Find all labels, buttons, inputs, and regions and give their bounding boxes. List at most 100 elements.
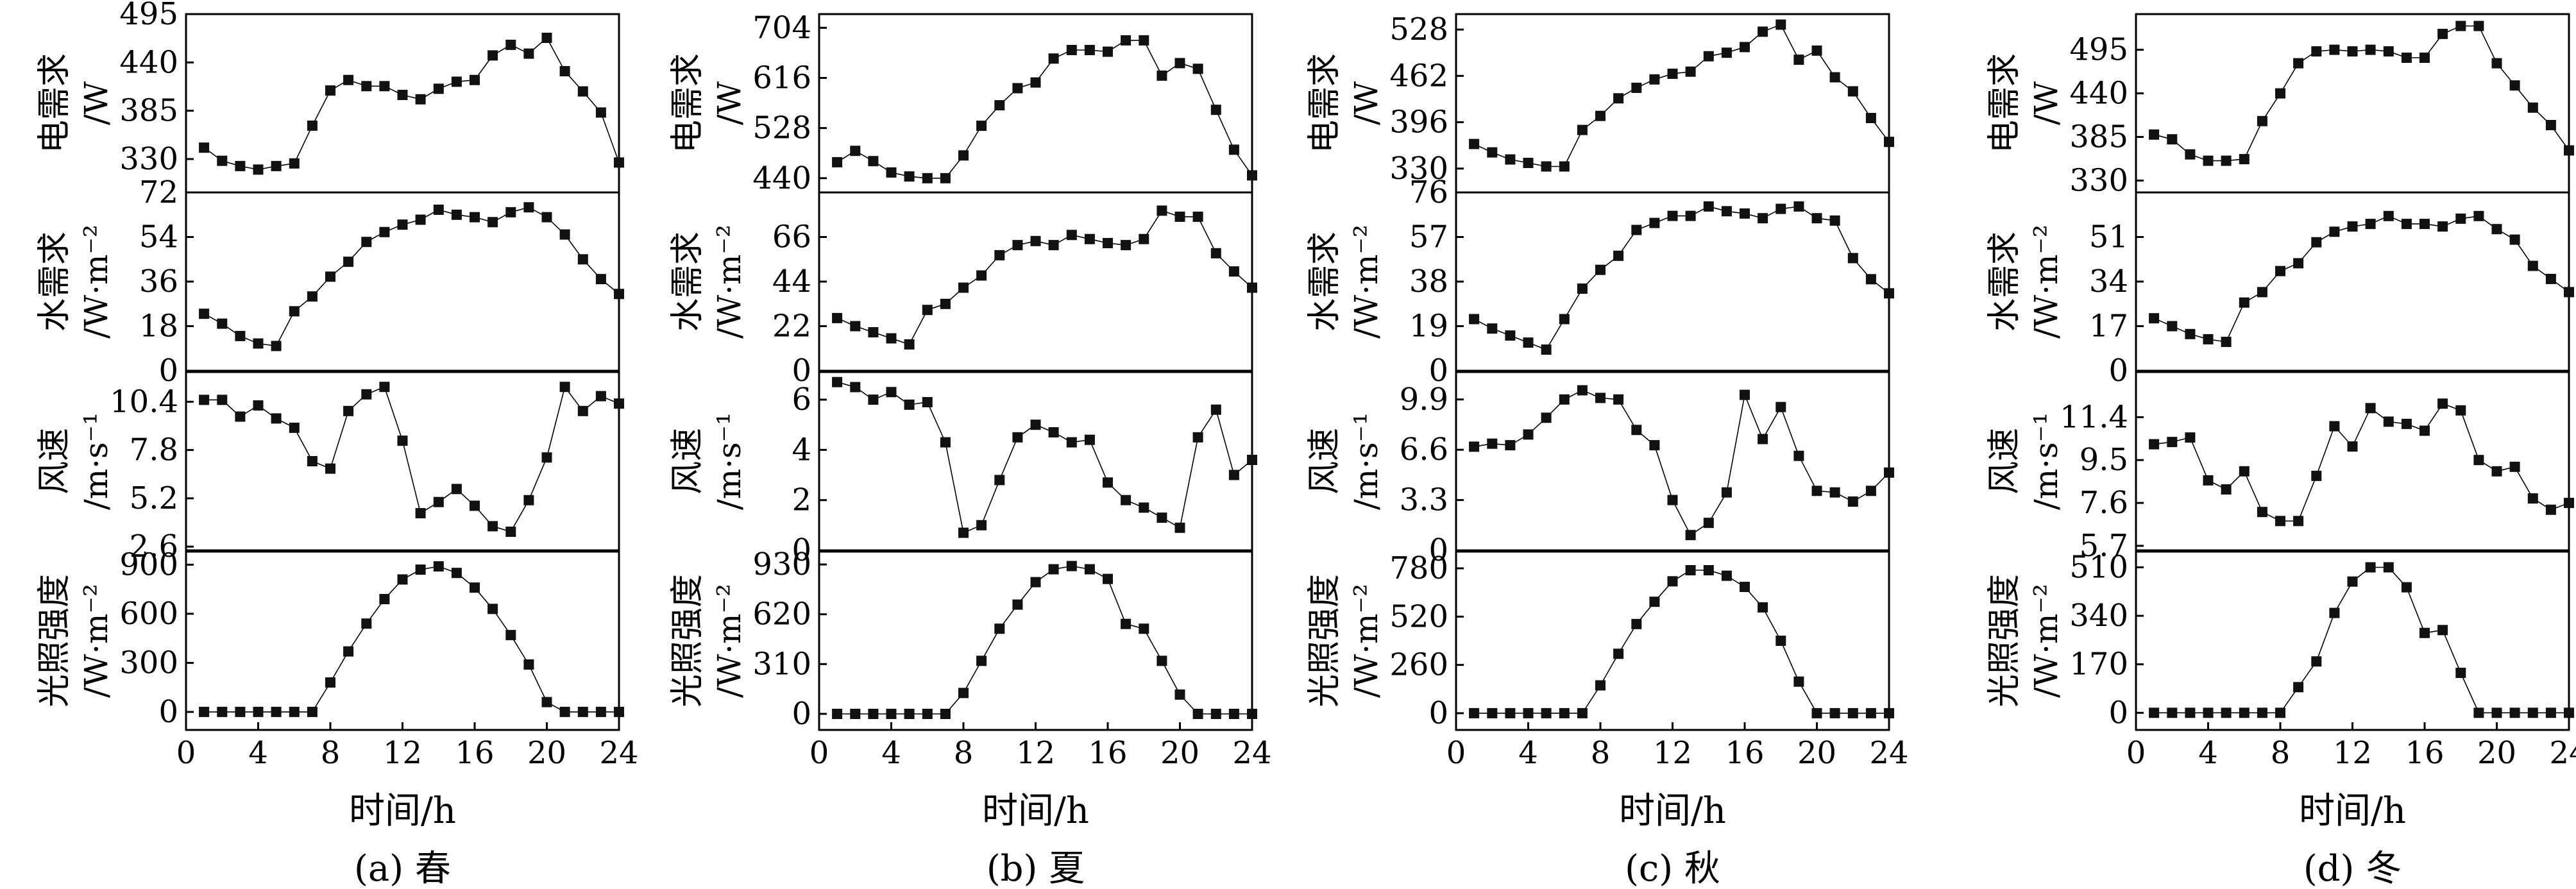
data-point — [1685, 565, 1696, 575]
data-point — [958, 150, 969, 161]
data-point — [1103, 46, 1113, 57]
data-point — [1084, 45, 1095, 55]
data-point — [433, 496, 444, 507]
series-line-water — [836, 210, 1253, 345]
data-point — [1758, 434, 1768, 444]
y-tick-label: 17 — [2089, 309, 2128, 344]
y-tick-label: 260 — [1389, 647, 1448, 683]
plot-frame — [2135, 371, 2570, 552]
data-point — [1030, 235, 1041, 246]
data-point — [397, 574, 408, 585]
y-tick-label: 9.9 — [1400, 382, 1448, 418]
x-tick-label: 24 — [599, 735, 638, 771]
series-line-water — [203, 207, 620, 347]
data-point — [2185, 432, 2196, 443]
data-point — [470, 212, 480, 223]
y-tick-label: 0 — [158, 353, 178, 389]
x-tick-label: 8 — [321, 735, 341, 771]
data-point — [1667, 576, 1678, 587]
data-point — [1721, 487, 1732, 498]
x-tick-label: 4 — [2198, 735, 2218, 771]
data-point — [2527, 260, 2538, 271]
data-point — [1103, 573, 1113, 584]
data-point — [2545, 273, 2556, 284]
series-line-wind — [204, 385, 620, 532]
data-point — [1192, 432, 1203, 443]
data-point — [886, 167, 897, 178]
series-line-water — [2153, 215, 2570, 343]
data-point — [2419, 53, 2430, 63]
y-tick-label: 0 — [792, 532, 811, 568]
data-point — [271, 706, 282, 717]
data-point — [595, 107, 606, 118]
data-point — [361, 81, 372, 92]
series-line-electric — [836, 40, 1253, 179]
data-point — [487, 50, 498, 61]
data-point — [2383, 210, 2394, 221]
y-tick-label: 72 — [139, 174, 178, 210]
y-tick-label: 340 — [2069, 598, 2128, 634]
y-axis-label-wind: 风速 — [1985, 428, 2024, 495]
data-point — [1847, 86, 1858, 97]
data-point — [976, 520, 987, 530]
data-point — [1505, 154, 1516, 165]
data-point — [2564, 707, 2574, 718]
y-tick-label: 330 — [2069, 162, 2128, 198]
plot-wind: 5.7 7.6 9.5 11.4 风速/m·s⁻¹ — [1985, 371, 2574, 564]
data-point — [832, 709, 843, 719]
data-point — [2329, 226, 2340, 237]
data-point — [2419, 219, 2430, 230]
data-point — [2167, 707, 2178, 718]
data-point — [2293, 516, 2304, 527]
x-tick-label: 0 — [2126, 735, 2146, 771]
plot-frame — [1455, 13, 1890, 194]
data-point — [958, 282, 969, 293]
data-point — [2437, 625, 2448, 636]
y-tick-label: 2.6 — [130, 529, 178, 564]
data-point — [1721, 47, 1732, 58]
data-point — [2509, 234, 2520, 245]
data-point — [470, 74, 480, 85]
plot-electric: 330 396 462 528 电需求/W — [1305, 12, 1894, 194]
data-point — [614, 398, 624, 409]
y-tick-label: 0 — [1428, 353, 1448, 389]
data-point — [958, 527, 969, 538]
y-tick-label: 9.5 — [2080, 442, 2128, 478]
data-point — [1775, 402, 1786, 412]
y-tick-label: 495 — [119, 0, 178, 32]
y-axis-label-water: 水需求 — [35, 232, 74, 332]
plot-water: 0 19 38 57 76 水需求/W·m⁻² — [1305, 174, 1894, 389]
y-axis-label-wind: 风速 — [35, 428, 74, 495]
data-point — [1703, 518, 1714, 529]
data-point — [451, 484, 462, 495]
data-point — [2275, 707, 2285, 718]
data-point — [2257, 287, 2267, 298]
data-point — [1247, 170, 1257, 181]
data-point — [379, 594, 390, 604]
data-point — [1487, 147, 1498, 158]
data-point — [1084, 434, 1095, 445]
data-point — [2347, 576, 2358, 587]
plot-solar: 0 170 340 510 光照强度/W·m⁻² — [1985, 549, 2574, 731]
x-axis-label: 时间/h — [982, 790, 1089, 832]
panel-3: 330 396 462 528 电需求/W 0 19 38 57 76 水需求/W·m⁻² 0 3.3 6… — [1305, 12, 1909, 889]
y-tick-label: 3.3 — [1400, 482, 1448, 518]
data-point — [940, 298, 951, 309]
data-point — [2203, 707, 2214, 718]
data-point — [1084, 233, 1095, 244]
data-point — [1685, 210, 1696, 221]
data-point — [1884, 288, 1894, 299]
data-point — [1595, 264, 1606, 275]
data-point — [217, 318, 228, 329]
data-point — [1247, 282, 1257, 293]
y-tick-label: 300 — [119, 645, 178, 681]
y-axis-unit-electric: /W — [1348, 81, 1385, 125]
data-point — [2365, 219, 2376, 230]
data-point — [904, 709, 915, 719]
y-axis-unit-solar: /W·m⁻² — [1348, 584, 1385, 698]
data-point — [1174, 689, 1185, 700]
data-point — [1703, 565, 1714, 575]
data-point — [1048, 240, 1059, 251]
data-point — [1847, 496, 1858, 507]
data-point — [1523, 337, 1534, 348]
